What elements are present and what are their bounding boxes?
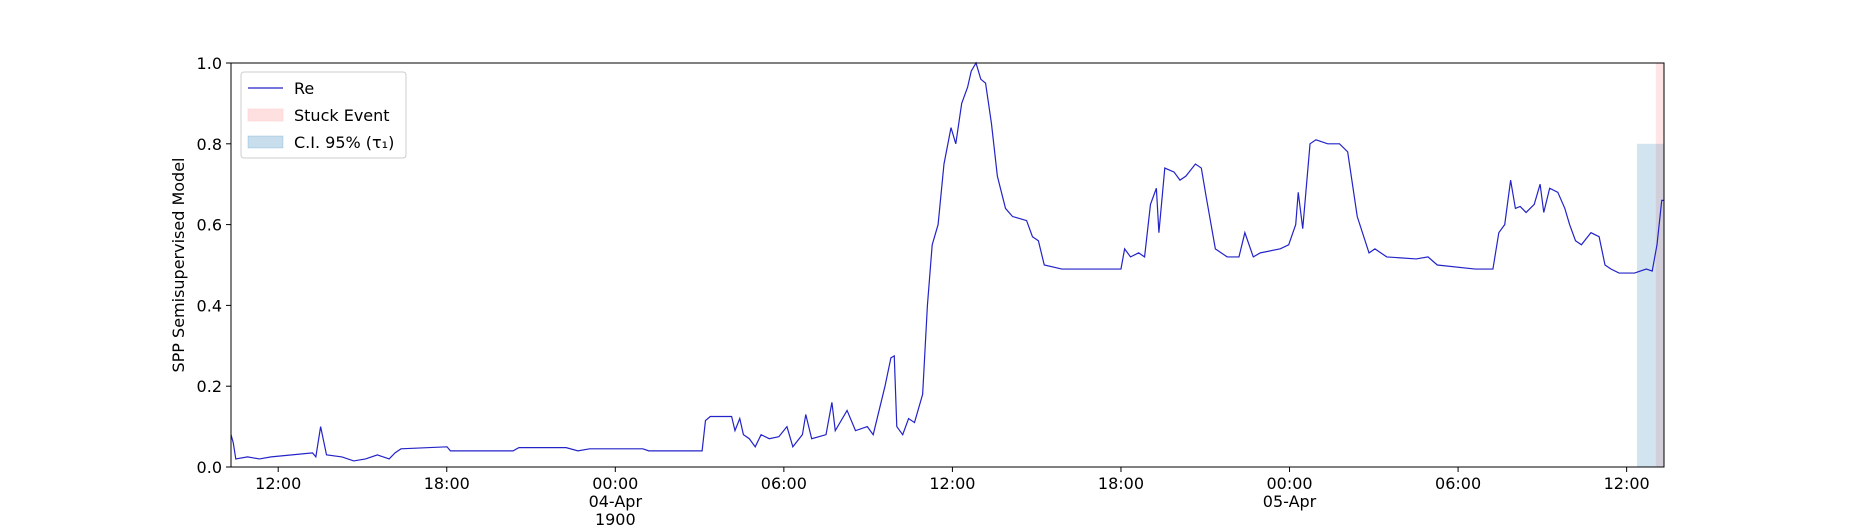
legend-label: C.I. 95% (τ₁)	[294, 133, 394, 152]
x-tick-date: 05-Apr	[1263, 492, 1317, 511]
span	[1655, 63, 1664, 467]
x-tick-label: 06:00	[761, 474, 807, 493]
y-tick-label: 0.6	[197, 216, 222, 235]
x-tick-date: 04-Apr	[589, 492, 643, 511]
y-axis-label: SPP Semisupervised Model	[169, 158, 188, 373]
x-tick-label: 18:00	[1098, 474, 1144, 493]
legend-label: Re	[294, 79, 314, 98]
x-tick-label: 12:00	[1604, 474, 1650, 493]
y-tick-label: 1.0	[197, 54, 222, 73]
x-tick-label: 00:00	[1266, 474, 1312, 493]
x-tick-label: 12:00	[255, 474, 301, 493]
legend-box	[240, 71, 407, 159]
legend-swatch	[247, 108, 284, 122]
x-tick-label: 12:00	[929, 474, 975, 493]
x-tick-label: 06:00	[1435, 474, 1481, 493]
x-tick-year: 1900	[595, 510, 636, 525]
legend-swatch	[247, 135, 284, 149]
legend-label: Stuck Event	[294, 106, 390, 125]
plot-frame	[230, 62, 1665, 468]
x-tick-label: 00:00	[592, 474, 638, 493]
x-tick-label: 18:00	[424, 474, 470, 493]
span	[1637, 143, 1664, 468]
y-tick-label: 0.4	[197, 296, 222, 315]
line	[230, 61, 1664, 462]
y-tick-label: 0.0	[197, 458, 222, 477]
y-tick-label: 0.8	[197, 135, 222, 154]
y-tick-label: 0.2	[197, 377, 222, 396]
